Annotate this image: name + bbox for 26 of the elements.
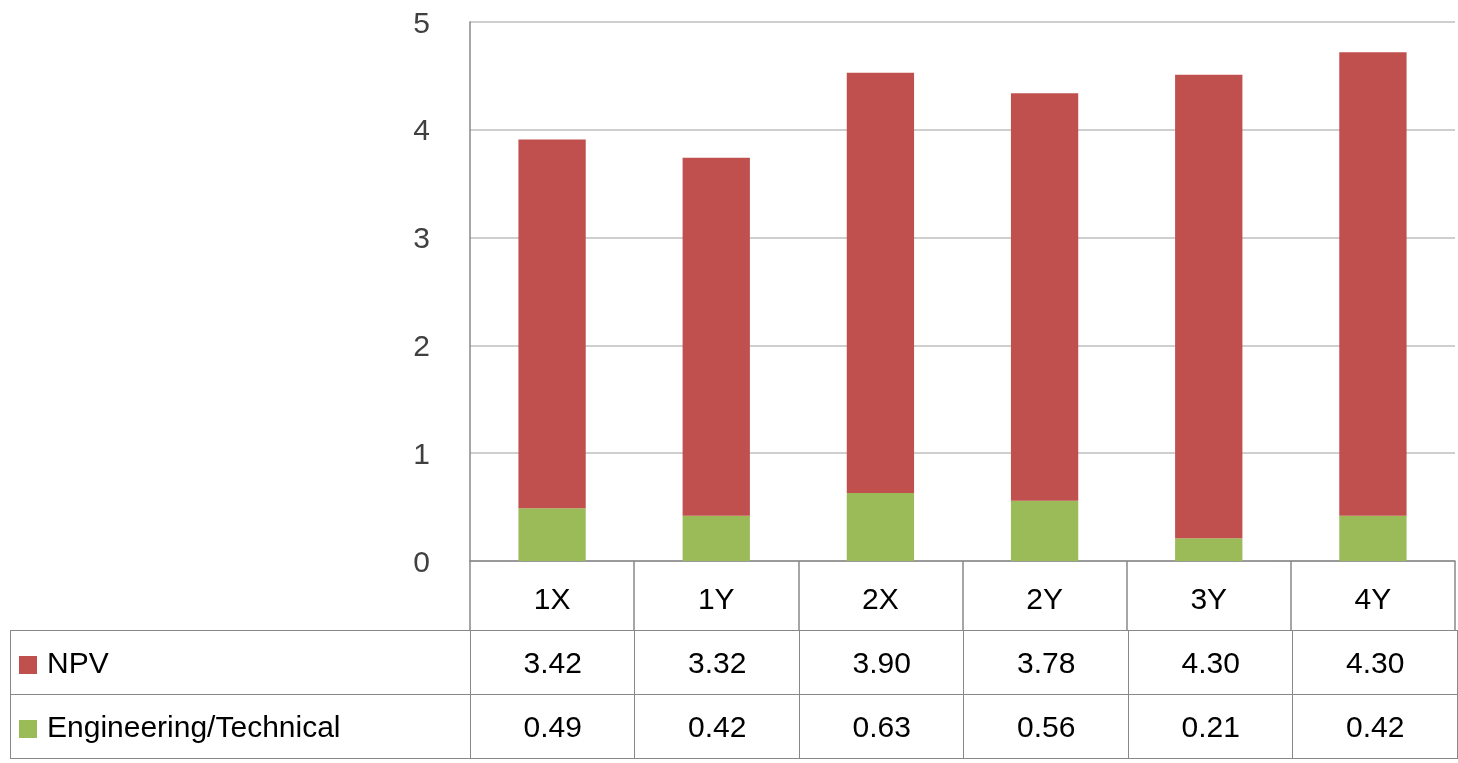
- x-tick-label: 2Y: [1026, 581, 1063, 615]
- data-label: 3.78: [963, 630, 1129, 695]
- x-tick-label: 1X: [533, 581, 571, 615]
- data-label: 0.42: [1292, 694, 1458, 759]
- x-tick-label: 1Y: [697, 581, 735, 615]
- data-label: 0.21: [1128, 694, 1293, 759]
- y-tick-label: 0: [413, 544, 430, 578]
- data-label: 3.32: [634, 630, 800, 695]
- data-label: 0.63: [799, 694, 964, 759]
- legend-label: NPV: [10, 630, 471, 695]
- y-tick-label: 5: [413, 5, 430, 39]
- y-tick-label: 4: [413, 113, 430, 147]
- data-label: 0.56: [963, 694, 1129, 759]
- data-label: 0.49: [470, 694, 635, 759]
- x-tick-label: 4Y: [1354, 581, 1392, 615]
- data-label: 3.90: [799, 630, 964, 695]
- data-label: 4.30: [1128, 630, 1293, 695]
- x-tick-label: 3Y: [1190, 581, 1228, 615]
- data-label: 0.42: [634, 694, 800, 759]
- y-tick-label: 2: [413, 328, 430, 362]
- y-tick-label: 1: [413, 436, 430, 470]
- x-tick-label: 2X: [862, 581, 899, 615]
- y-tick-label: 3: [413, 221, 430, 255]
- data-label: 4.30: [1292, 630, 1458, 695]
- legend-label: Engineering/Technical: [10, 694, 471, 759]
- data-label: 3.42: [470, 630, 635, 695]
